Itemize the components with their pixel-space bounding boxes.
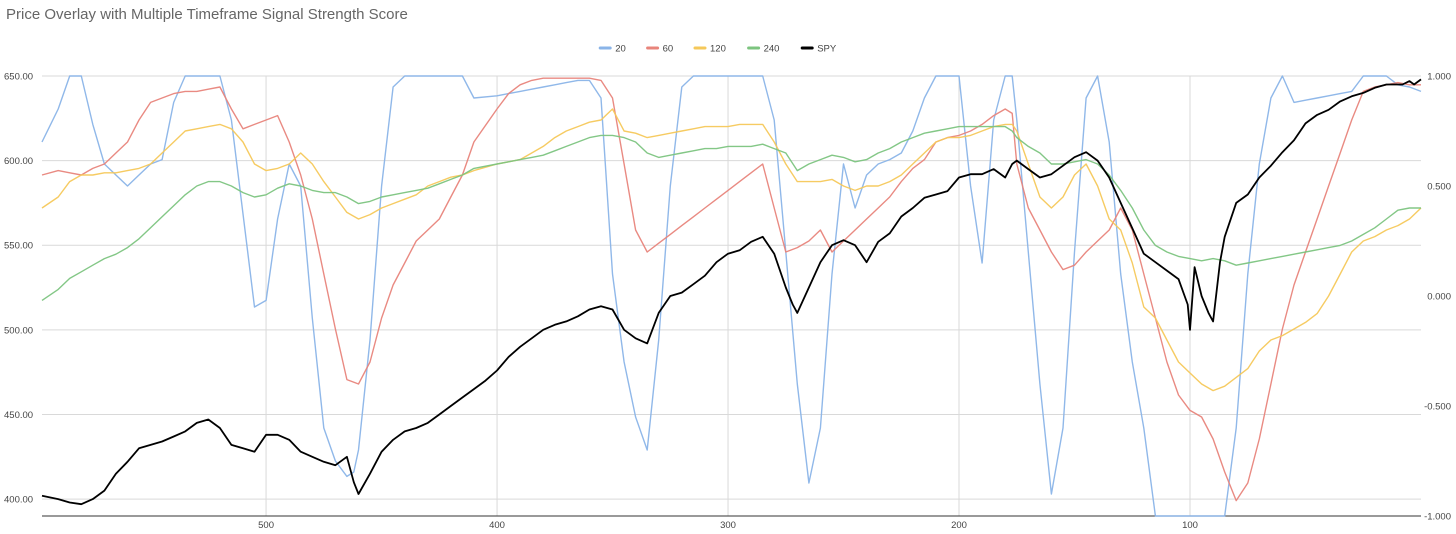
left-tick-label: 550.00 <box>4 241 33 252</box>
left-tick-label: 600.00 <box>4 156 33 167</box>
legend-label: 120 <box>710 44 726 55</box>
x-tick-label: 200 <box>951 520 967 531</box>
right-tick-label: -1.000 <box>1424 512 1451 523</box>
x-tick-label: 100 <box>1182 520 1198 531</box>
series-lines <box>41 75 1422 517</box>
x-tick-label: 300 <box>720 520 736 531</box>
series-line-60 <box>41 77 1421 502</box>
x-tick-label: 500 <box>258 520 274 531</box>
left-axis-ticks: 400.00 450.00 500.00 550.00 600.00 650.00 <box>4 72 33 506</box>
left-tick-label: 650.00 <box>4 72 33 83</box>
legend-label: 240 <box>764 44 780 55</box>
legend-label: 20 <box>615 44 626 55</box>
chart-title: Price Overlay with Multiple Timeframe Si… <box>6 6 408 23</box>
left-tick-label: 450.00 <box>4 410 33 421</box>
legend-label: 60 <box>663 44 674 55</box>
right-axis-ticks: -1.000 -0.500 0.000 0.500 1.000 <box>1424 72 1451 523</box>
right-tick-label: 1.000 <box>1427 72 1451 83</box>
right-tick-label: -0.500 <box>1424 402 1451 413</box>
x-axis-ticks: 500 400 300 200 100 <box>258 520 1198 531</box>
right-tick-label: 0.000 <box>1427 292 1451 303</box>
series-line-20 <box>41 75 1422 517</box>
x-tick-label: 400 <box>489 520 505 531</box>
right-tick-label: 0.500 <box>1427 182 1451 193</box>
legend-label: SPY <box>817 44 837 55</box>
series-line-240 <box>41 125 1421 301</box>
legend: 20 60 120 240 SPY <box>598 44 837 55</box>
left-tick-label: 400.00 <box>4 495 33 506</box>
series-line-120 <box>41 108 1422 392</box>
left-tick-label: 500.00 <box>4 325 33 336</box>
series-line-spy <box>41 78 1422 506</box>
